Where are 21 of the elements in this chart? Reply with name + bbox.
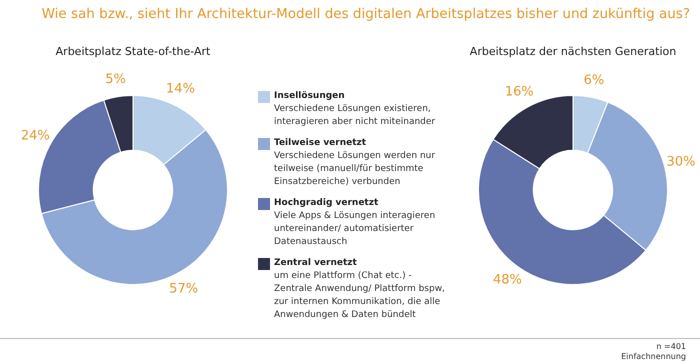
data-label: 57% bbox=[169, 282, 198, 297]
text: Verschiedene Lösungen werden nur teilweise (manuell/für bestimmte Einsatzbereiche) verbunden bbox=[274, 150, 436, 189]
text: Viele Apps & Lösungen interagieren untereinander/ automatisierter Datenaustausch bbox=[274, 210, 436, 249]
text: n =401 bbox=[656, 342, 686, 351]
legend-label: Hochgradig vernetzt bbox=[274, 197, 380, 210]
data-label: 30% bbox=[666, 154, 696, 170]
data-label: 6% bbox=[584, 72, 604, 88]
legend-label: Teilweise vernetzt bbox=[274, 137, 368, 150]
chart-subtitle: Arbeitsplatz State-of-the-Art bbox=[54, 45, 212, 58]
chart-title: Wie sah bzw., sieht Ihr Architektur-Modell des digitalen Arbeitsplatzes bisher und zukünftig aus? bbox=[42, 6, 690, 22]
data-label: 5% bbox=[105, 72, 126, 88]
legend-label: Zentral vernetzt bbox=[274, 257, 358, 270]
data-label: 24% bbox=[20, 128, 50, 144]
text: Verschiedene Lösungen existieren, interagieren aber nicht miteinander bbox=[274, 103, 436, 129]
text: um eine Plattform (Chat etc.) - Zentrale Anwendung/ Plattform bspw, zur internen Kommunikation, die alle Anwendungen & Daten bündelt bbox=[274, 270, 446, 322]
data-label: 48% bbox=[493, 272, 522, 288]
data-label: 14% bbox=[166, 81, 195, 96]
chart-subtitle: Arbeitsplatz der nächsten Generation bbox=[468, 45, 678, 58]
legend-label: Insellösungen bbox=[274, 90, 346, 103]
data-label: 16% bbox=[504, 84, 534, 100]
text: Einfachnennung bbox=[621, 352, 686, 361]
